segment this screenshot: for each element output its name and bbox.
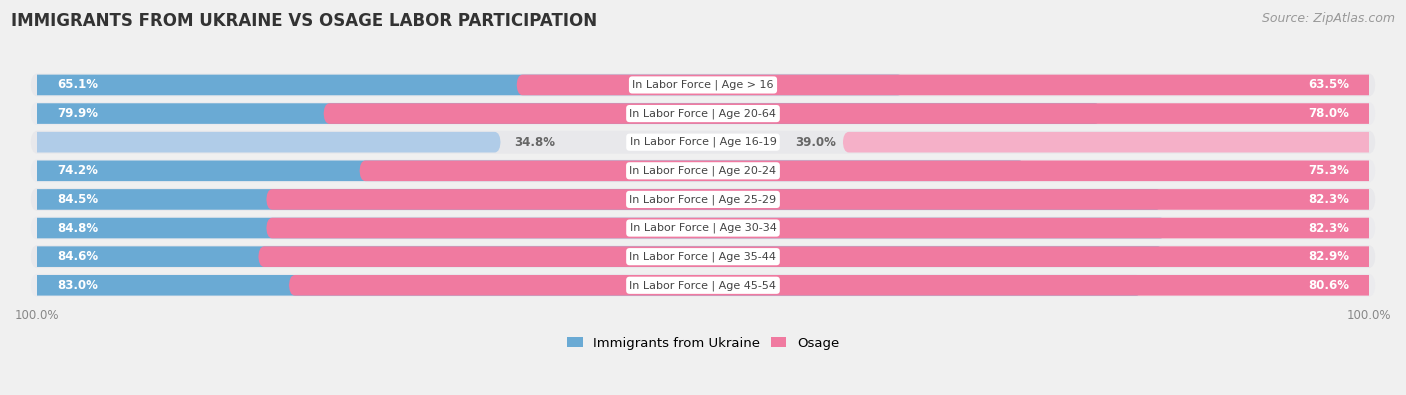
Text: Source: ZipAtlas.com: Source: ZipAtlas.com	[1261, 12, 1395, 25]
Text: 82.3%: 82.3%	[1308, 222, 1348, 235]
Text: 84.6%: 84.6%	[58, 250, 98, 263]
FancyBboxPatch shape	[360, 160, 1375, 181]
Text: 84.8%: 84.8%	[58, 222, 98, 235]
Text: 65.1%: 65.1%	[58, 79, 98, 92]
Text: In Labor Force | Age 35-44: In Labor Force | Age 35-44	[630, 251, 776, 262]
FancyBboxPatch shape	[31, 159, 1375, 182]
FancyBboxPatch shape	[31, 132, 501, 152]
Text: 74.2%: 74.2%	[58, 164, 98, 177]
Text: 83.0%: 83.0%	[58, 279, 98, 292]
Text: 75.3%: 75.3%	[1308, 164, 1348, 177]
Text: 82.9%: 82.9%	[1308, 250, 1348, 263]
Text: 63.5%: 63.5%	[1308, 79, 1348, 92]
FancyBboxPatch shape	[266, 189, 1375, 210]
Text: 78.0%: 78.0%	[1308, 107, 1348, 120]
Text: In Labor Force | Age > 16: In Labor Force | Age > 16	[633, 80, 773, 90]
FancyBboxPatch shape	[31, 102, 1375, 125]
FancyBboxPatch shape	[323, 103, 1375, 124]
FancyBboxPatch shape	[31, 188, 1375, 211]
FancyBboxPatch shape	[259, 246, 1375, 267]
Text: 84.5%: 84.5%	[58, 193, 98, 206]
FancyBboxPatch shape	[31, 245, 1375, 268]
FancyBboxPatch shape	[31, 103, 1101, 124]
FancyBboxPatch shape	[31, 189, 1163, 210]
FancyBboxPatch shape	[31, 275, 1143, 295]
Text: In Labor Force | Age 20-64: In Labor Force | Age 20-64	[630, 108, 776, 119]
FancyBboxPatch shape	[31, 160, 1025, 181]
Text: 82.3%: 82.3%	[1308, 193, 1348, 206]
FancyBboxPatch shape	[31, 75, 904, 95]
Text: In Labor Force | Age 25-29: In Labor Force | Age 25-29	[630, 194, 776, 205]
Text: 39.0%: 39.0%	[796, 136, 837, 149]
FancyBboxPatch shape	[288, 275, 1375, 295]
Text: 34.8%: 34.8%	[515, 136, 555, 149]
FancyBboxPatch shape	[266, 218, 1375, 238]
FancyBboxPatch shape	[31, 246, 1164, 267]
Text: 79.9%: 79.9%	[58, 107, 98, 120]
Text: In Labor Force | Age 30-34: In Labor Force | Age 30-34	[630, 223, 776, 233]
FancyBboxPatch shape	[842, 132, 1375, 152]
Legend: Immigrants from Ukraine, Osage: Immigrants from Ukraine, Osage	[567, 337, 839, 350]
Text: In Labor Force | Age 20-24: In Labor Force | Age 20-24	[630, 166, 776, 176]
Text: 80.6%: 80.6%	[1308, 279, 1348, 292]
FancyBboxPatch shape	[31, 131, 1375, 154]
FancyBboxPatch shape	[31, 218, 1167, 238]
Text: In Labor Force | Age 45-54: In Labor Force | Age 45-54	[630, 280, 776, 291]
FancyBboxPatch shape	[516, 75, 1375, 95]
Text: IMMIGRANTS FROM UKRAINE VS OSAGE LABOR PARTICIPATION: IMMIGRANTS FROM UKRAINE VS OSAGE LABOR P…	[11, 12, 598, 30]
FancyBboxPatch shape	[31, 274, 1375, 297]
Text: In Labor Force | Age 16-19: In Labor Force | Age 16-19	[630, 137, 776, 147]
FancyBboxPatch shape	[31, 216, 1375, 239]
FancyBboxPatch shape	[31, 73, 1375, 96]
